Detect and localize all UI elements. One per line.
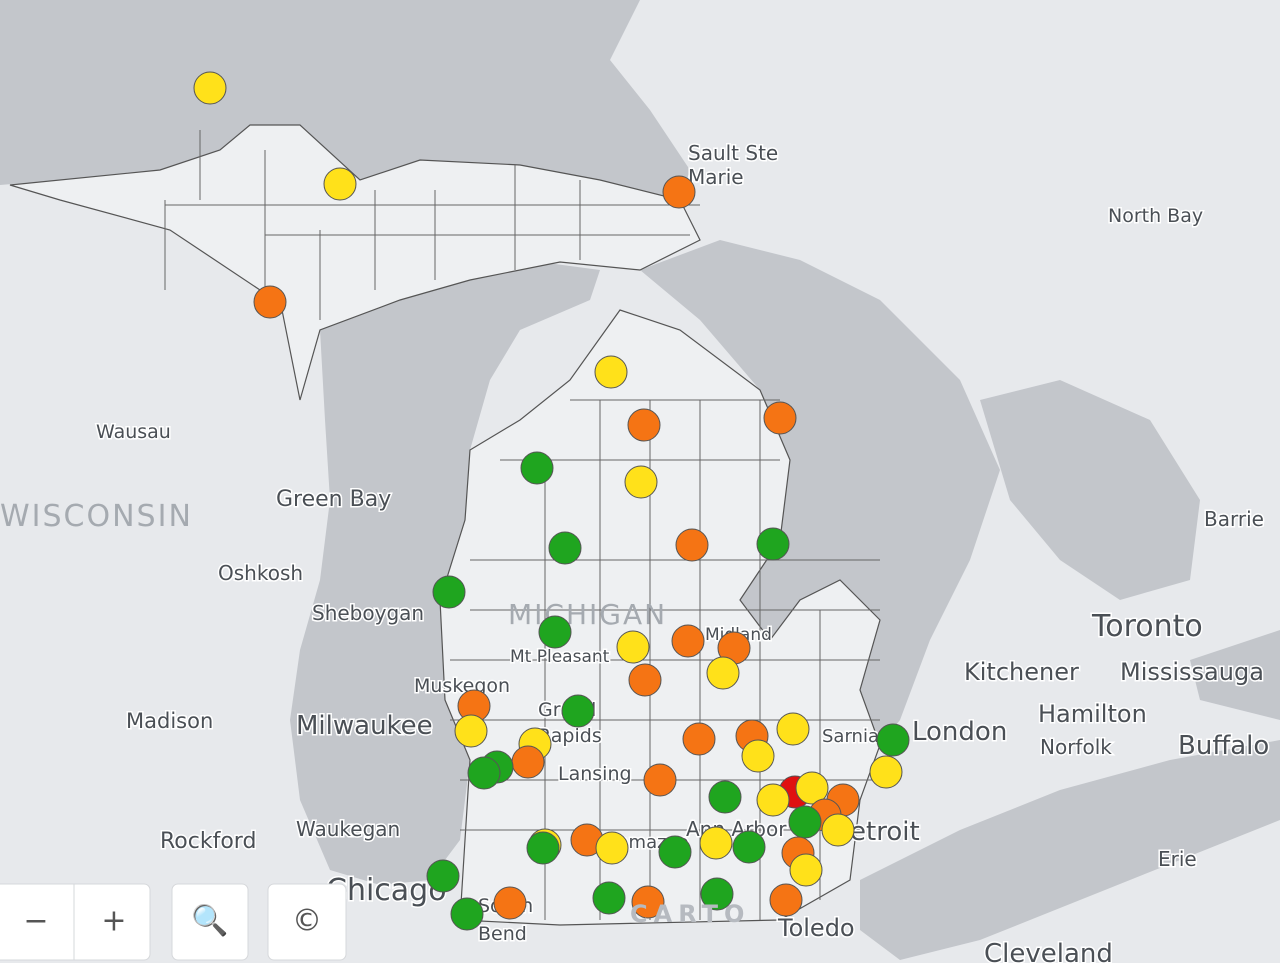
place-label: Bend <box>478 923 527 945</box>
marker <box>624 465 658 499</box>
marker <box>467 756 501 790</box>
place-label: Norfolk <box>1040 735 1112 759</box>
marker <box>682 722 716 756</box>
lake-ontario <box>1190 630 1280 720</box>
marker <box>788 805 822 839</box>
marker <box>706 656 740 690</box>
marker <box>511 745 545 779</box>
marker <box>699 826 733 860</box>
controls: − + 🔍 © <box>0 883 347 961</box>
lake-michigan <box>290 262 600 885</box>
place-label: Mt Pleasant <box>510 647 610 667</box>
place-label: Buffalo <box>1178 731 1269 761</box>
place-label: Oshkosh <box>218 561 303 585</box>
place-label: Marie <box>688 165 744 189</box>
place-label: Sarnia <box>822 726 879 747</box>
place-label: Erie <box>1158 847 1197 871</box>
place-label: Hamilton <box>1038 700 1147 728</box>
marker <box>675 528 709 562</box>
marker <box>538 615 572 649</box>
marker <box>592 881 626 915</box>
place-label: Mississauga <box>1120 658 1264 686</box>
place-label: Toledo <box>777 914 855 942</box>
place-label: Rockford <box>160 829 256 854</box>
marker <box>454 714 488 748</box>
markers <box>193 71 910 931</box>
lake-erie <box>860 740 1280 960</box>
zoom-in[interactable]: + <box>101 904 126 939</box>
place-label: Green Bay <box>276 487 391 512</box>
marker <box>671 624 705 658</box>
place-label: Sheboygan <box>312 601 424 625</box>
marker <box>732 830 766 864</box>
place-label: Sault Ste <box>688 141 778 165</box>
marker <box>561 694 595 728</box>
place-label: Toronto <box>1091 609 1203 644</box>
marker <box>193 71 227 105</box>
marker <box>756 783 790 817</box>
search-button[interactable] <box>171 883 249 961</box>
place-label: Waukegan <box>296 817 400 841</box>
place-label: Wausau <box>96 421 171 443</box>
place-label: North Bay <box>1108 205 1203 227</box>
zoom-group <box>0 883 151 961</box>
attribution[interactable]: © <box>292 904 322 939</box>
marker <box>821 813 855 847</box>
marker <box>763 401 797 435</box>
marker <box>741 739 775 773</box>
marker <box>658 835 692 869</box>
marker <box>789 853 823 887</box>
watermark: CARTO <box>630 900 750 928</box>
marker <box>869 755 903 789</box>
marker <box>426 859 460 893</box>
attribution-button[interactable] <box>267 883 347 961</box>
place-label: Cleveland <box>984 939 1113 963</box>
marker <box>595 831 629 865</box>
marker <box>643 763 677 797</box>
marker <box>616 630 650 664</box>
place-label: Barrie <box>1204 507 1264 531</box>
marker <box>876 723 910 757</box>
place-label: Lansing <box>558 763 632 785</box>
marker <box>628 663 662 697</box>
marker <box>662 175 696 209</box>
marker <box>450 897 484 931</box>
search-icon[interactable]: 🔍 <box>191 901 228 939</box>
marker <box>253 285 287 319</box>
marker <box>776 712 810 746</box>
marker <box>520 451 554 485</box>
place-label: MICHIGAN <box>508 598 667 631</box>
lake-superior <box>0 0 690 200</box>
marker <box>493 886 527 920</box>
marker <box>795 771 829 805</box>
place-label: Muskegon <box>414 675 510 697</box>
marker <box>769 883 803 917</box>
marker <box>526 831 560 865</box>
marker <box>432 575 466 609</box>
place-label: Milwaukee <box>296 711 433 741</box>
marker <box>323 167 357 201</box>
marker <box>756 527 790 561</box>
place-label: WISCONSIN <box>0 499 193 534</box>
marker <box>627 408 661 442</box>
place-label: London <box>912 717 1007 747</box>
marker <box>631 885 665 919</box>
marker <box>708 780 742 814</box>
marker <box>548 531 582 565</box>
marker <box>594 355 628 389</box>
georgian-bay <box>980 380 1200 600</box>
marker <box>700 877 734 911</box>
place-label: Madison <box>126 709 213 733</box>
lake-huron <box>640 240 1000 745</box>
zoom-out[interactable]: − <box>23 904 48 939</box>
place-label: Kitchener <box>964 658 1079 686</box>
